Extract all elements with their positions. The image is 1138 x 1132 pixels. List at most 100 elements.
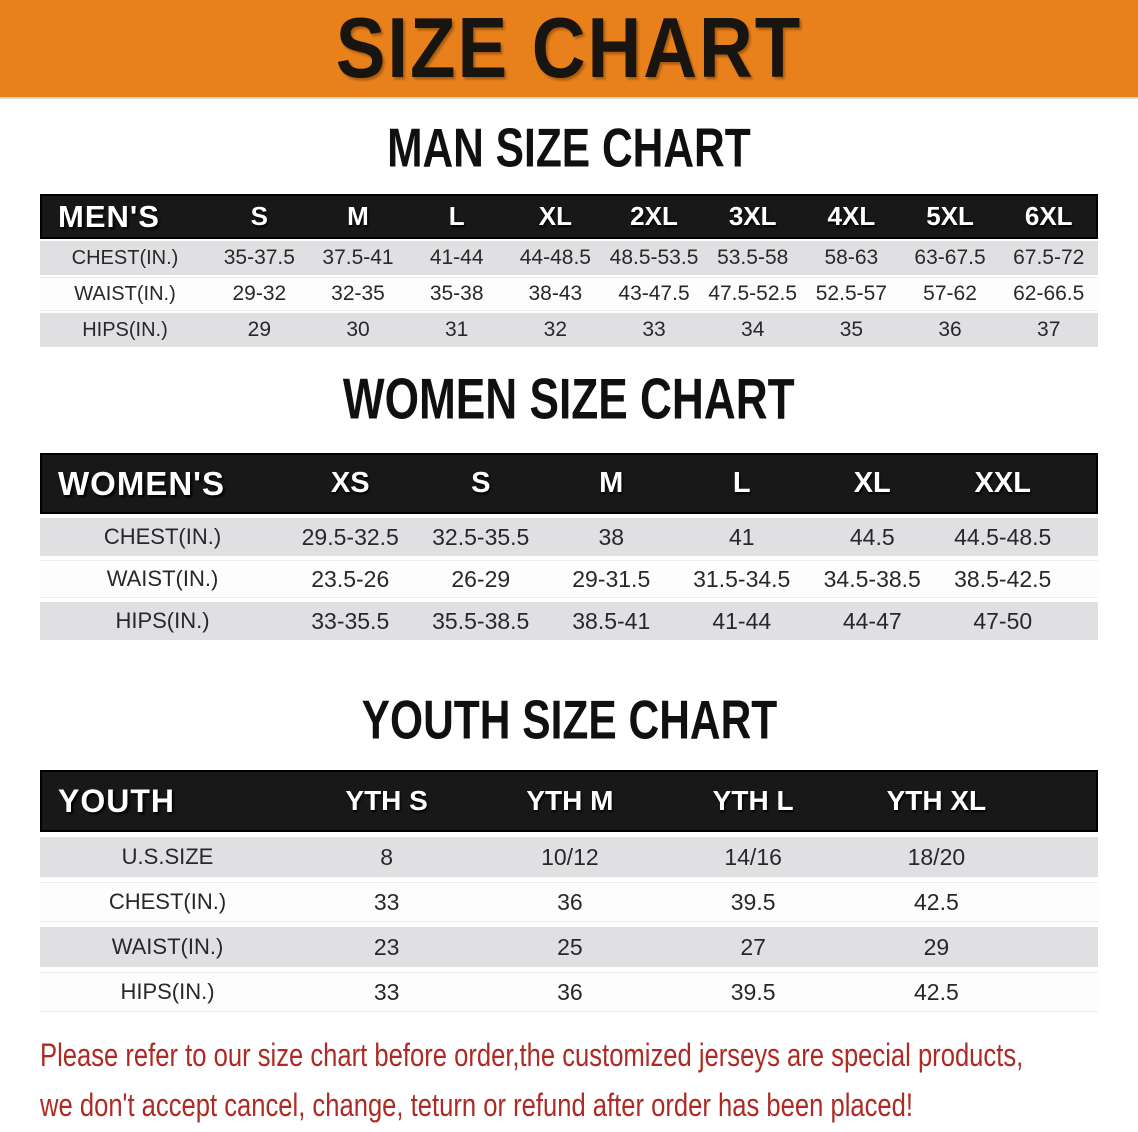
size-cell: 36 — [557, 888, 583, 915]
womens-header-columns: XS S M L XL XXL — [285, 467, 1098, 500]
size-cell: 44-47 — [842, 607, 902, 634]
size-cell: 33 — [642, 318, 666, 341]
row-values: 8 10/12 14/16 18/20 — [295, 844, 1098, 871]
size-cell: 23 — [373, 933, 400, 960]
column-header: XL — [538, 201, 572, 231]
size-cell: 29 — [247, 318, 272, 341]
size-cell: 44.5 — [849, 523, 895, 550]
table-row-hips: HIPS(IN.) 29 30 31 32 33 34 35 36 37 — [40, 313, 1098, 347]
size-cell: 62-66.5 — [1013, 282, 1085, 305]
row-label: WAIST(IN.) — [106, 566, 219, 591]
row-values: 35-37.5 37.5-41 41-44 44-48.5 48.5-53.5 … — [210, 246, 1098, 270]
size-cell: 25 — [557, 933, 583, 960]
size-cell: 58-63 — [824, 246, 879, 269]
size-cell: 29 — [923, 933, 950, 960]
row-values: 29.5-32.5 32.5-35.5 38 41 44.5 44.5-48.5 — [285, 524, 1098, 551]
youth-header-columns: YTH S YTH M YTH L YTH XL — [295, 785, 1098, 817]
size-cell: 42.5 — [913, 888, 959, 915]
table-row-chest: CHEST(IN.) 35-37.5 37.5-41 41-44 44-48.5… — [40, 241, 1098, 275]
size-cell: 27 — [740, 933, 766, 960]
row-label: HIPS(IN.) — [82, 318, 168, 341]
mens-header-label: MEN'S — [58, 198, 160, 234]
row-values: 23.5-26 26-29 29-31.5 31.5-34.5 34.5-38.… — [285, 566, 1098, 593]
size-cell: 23.5-26 — [311, 565, 390, 592]
order-policy-note: Please refer to our size chart before or… — [40, 1030, 1138, 1130]
size-cell: 29-32 — [232, 282, 287, 305]
womens-table-header-row: WOMEN'S XS S M L XL XXL — [40, 453, 1098, 514]
column-header: YTH M — [526, 785, 614, 816]
mens-header-columns: S M L XL 2XL 3XL 4XL 5XL 6XL — [210, 201, 1098, 232]
size-cell: 37.5-41 — [322, 246, 394, 269]
row-values: 23 25 27 29 — [295, 934, 1098, 961]
size-cell: 10/12 — [541, 843, 599, 870]
column-header: YTH S — [345, 785, 428, 816]
row-label: CHEST(IN.) — [103, 524, 222, 549]
column-header: M — [599, 467, 624, 499]
column-header: 6XL — [1024, 201, 1073, 231]
size-cell: 35.5-38.5 — [432, 607, 530, 634]
size-cell: 42.5 — [913, 978, 959, 1005]
table-row-hips: HIPS(IN.) 33-35.5 35.5-38.5 38.5-41 41-4… — [40, 602, 1098, 640]
youth-section-title: YOUTH SIZE CHART — [0, 689, 1138, 751]
row-label: HIPS(IN.) — [120, 979, 215, 1004]
row-values: 29 30 31 32 33 34 35 36 37 — [210, 318, 1098, 342]
womens-header-label: WOMEN'S — [58, 464, 226, 502]
size-cell: 35-37.5 — [223, 246, 295, 269]
column-header: 4XL — [827, 201, 876, 231]
size-cell: 47.5-52.5 — [708, 282, 798, 305]
size-cell: 39.5 — [730, 978, 776, 1005]
order-policy-line-2: we don't accept cancel, change, teturn o… — [40, 1087, 913, 1123]
column-header: L — [732, 467, 751, 499]
row-label: WAIST(IN.) — [111, 934, 224, 959]
table-row-chest: CHEST(IN.) 29.5-32.5 32.5-35.5 38 41 44.… — [40, 518, 1098, 556]
youth-header-label: YOUTH — [58, 782, 175, 819]
size-cell: 67.5-72 — [1013, 246, 1085, 269]
table-row-us-size: U.S.SIZE 8 10/12 14/16 18/20 — [40, 837, 1098, 877]
womens-section-title: WOMEN SIZE CHART — [0, 368, 1138, 432]
size-cell: 53.5-58 — [717, 246, 789, 269]
size-cell: 18/20 — [907, 843, 966, 870]
size-cell: 41 — [728, 523, 755, 550]
size-cell: 48.5-53.5 — [609, 246, 699, 269]
row-values: 29-32 32-35 35-38 38-43 43-47.5 47.5-52.… — [210, 282, 1098, 306]
mens-section-title-text: MAN SIZE CHART — [387, 117, 751, 179]
column-header: 3XL — [728, 201, 777, 231]
table-row-waist: WAIST(IN.) 29-32 32-35 35-38 38-43 43-47… — [40, 277, 1098, 311]
size-cell: 36 — [938, 318, 962, 341]
row-values: 33 36 39.5 42.5 — [295, 979, 1098, 1006]
column-header: L — [448, 201, 465, 231]
size-cell: 38.5-41 — [572, 607, 651, 634]
size-cell: 36 — [557, 978, 583, 1005]
size-cell: 32-35 — [331, 282, 385, 305]
size-cell: 35-38 — [429, 282, 484, 305]
size-cell: 43-47.5 — [618, 282, 690, 305]
row-label: CHEST(IN.) — [108, 889, 227, 914]
size-cell: 44-48.5 — [519, 246, 591, 269]
banner-title: SIZE CHART — [335, 0, 803, 97]
column-header: 2XL — [630, 201, 678, 231]
womens-size-table: WOMEN'S XS S M L XL XXL CHEST(IN.) 29.5-… — [40, 453, 1098, 640]
size-cell: 35 — [839, 318, 864, 341]
size-cell: 38-43 — [528, 282, 583, 305]
size-cell: 39.5 — [730, 888, 776, 915]
size-cell: 34 — [741, 318, 765, 341]
row-values: 33 36 39.5 42.5 — [295, 889, 1098, 916]
size-cell: 32.5-35.5 — [432, 523, 530, 550]
size-cell: 26-29 — [451, 565, 511, 592]
order-policy-line-1: Please refer to our size chart before or… — [40, 1037, 1024, 1073]
youth-table-header-row: YOUTH YTH S YTH M YTH L YTH XL — [40, 770, 1098, 832]
column-header: S — [250, 201, 268, 231]
size-cell: 44.5-48.5 — [954, 523, 1052, 550]
size-cell: 29.5-32.5 — [301, 523, 399, 550]
size-cell: 38.5-42.5 — [954, 565, 1052, 592]
size-cell: 29-31.5 — [572, 565, 651, 592]
size-cell: 31 — [445, 318, 469, 341]
table-row-chest: CHEST(IN.) 33 36 39.5 42.5 — [40, 882, 1098, 922]
size-cell: 31.5-34.5 — [693, 565, 791, 592]
womens-section-title-text: WOMEN SIZE CHART — [343, 368, 795, 432]
size-cell: 32 — [543, 318, 568, 341]
size-cell: 41-44 — [712, 607, 772, 634]
size-cell: 38 — [598, 523, 625, 550]
column-header: YTH XL — [886, 785, 987, 816]
size-cell: 33-35.5 — [311, 607, 390, 634]
